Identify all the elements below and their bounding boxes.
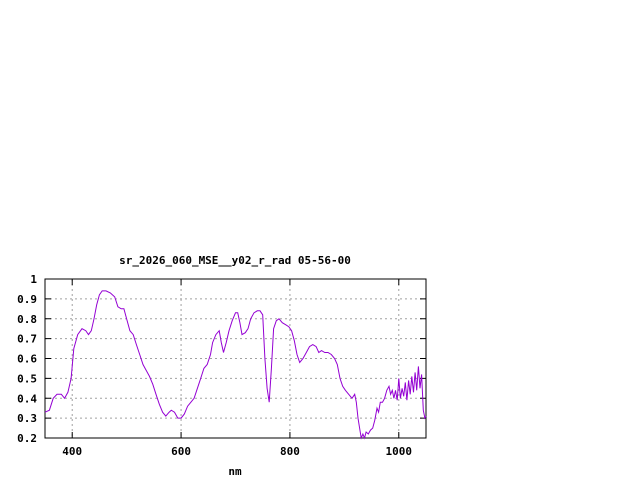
x-axis-label: nm — [228, 465, 242, 478]
y-tick-label: 0.6 — [17, 353, 37, 366]
grid — [45, 279, 426, 438]
y-tick-label: 0.8 — [17, 313, 37, 326]
series-layer — [44, 290, 427, 440]
y-tick-label: 0.5 — [17, 372, 37, 385]
y-tick-label: 1 — [30, 273, 37, 286]
series-line — [44, 290, 427, 440]
y-tick-label: 0.9 — [17, 293, 37, 306]
y-tick-label: 0.3 — [17, 412, 37, 425]
axes: 0.2 0.3 0.4 0.5 0.6 0.7 0.8 0.9 1 400 600 800 1000 — [17, 273, 427, 458]
plot-frame — [44, 278, 427, 439]
y-tick-label: 0.7 — [17, 333, 37, 346]
x-tick-label: 800 — [280, 445, 300, 458]
y-tick-label: 0.2 — [17, 432, 37, 445]
y-tick-label: 0.4 — [17, 392, 37, 405]
x-tick-label: 400 — [62, 445, 82, 458]
x-tick-label: 1000 — [386, 445, 413, 458]
x-tick-label: 600 — [171, 445, 191, 458]
chart-title: sr_2026_060_MSE__y02_r_rad 05-56-00 — [119, 254, 351, 267]
